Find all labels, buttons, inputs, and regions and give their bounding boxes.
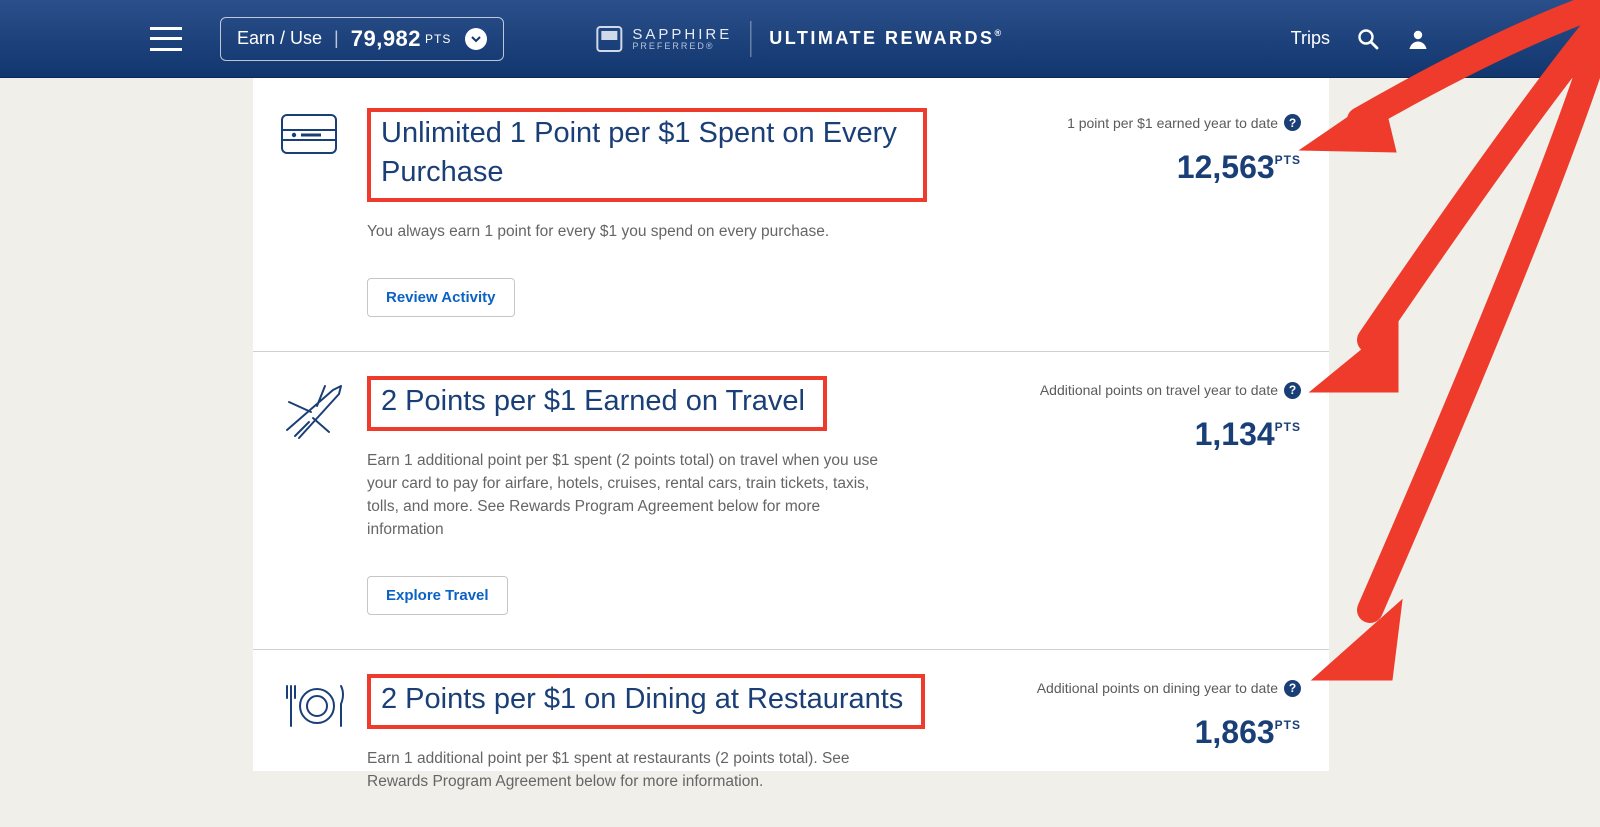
brand-block: SAPPHIRE PREFERRED® ULTIMATE REWARDS®	[596, 21, 1003, 57]
section-title: Unlimited 1 Point per $1 Spent on Every …	[367, 108, 927, 202]
points-amount: 79,982	[351, 26, 421, 52]
help-icon[interactable]: ?	[1284, 382, 1301, 399]
ytd-label: Additional points on dining year to date…	[1037, 680, 1301, 697]
airplane-icon	[281, 376, 367, 615]
points-unit: PTS	[425, 32, 451, 46]
separator: |	[334, 28, 339, 49]
rewards-panel: Unlimited 1 Point per $1 Spent on Every …	[253, 78, 1329, 771]
trips-link[interactable]: Trips	[1291, 28, 1330, 49]
brand-line2: PREFERRED®	[632, 42, 732, 51]
ytd-points: 12,563PTS	[991, 149, 1301, 186]
ytd-points: 1,134PTS	[991, 416, 1301, 453]
explore-travel-button[interactable]: Explore Travel	[367, 576, 508, 615]
ytd-label: 1 point per $1 earned year to date ?	[1067, 114, 1301, 131]
section-travel: 2 Points per $1 Earned on Travel Earn 1 …	[253, 352, 1329, 650]
section-desc: You always earn 1 point for every $1 you…	[367, 220, 887, 243]
dining-icon	[281, 674, 367, 794]
search-icon[interactable]	[1356, 27, 1380, 51]
section-title: 2 Points per $1 Earned on Travel	[367, 376, 827, 431]
brand-line1: SAPPHIRE	[632, 27, 732, 42]
points-dropdown[interactable]: Earn / Use | 79,982 PTS	[220, 17, 504, 61]
section-desc: Earn 1 additional point per $1 spent at …	[367, 747, 887, 794]
header-bar: Earn / Use | 79,982 PTS SAPPHIRE PREFERR…	[0, 0, 1600, 78]
logo-mark-icon	[596, 26, 622, 52]
chevron-down-icon	[465, 28, 487, 50]
review-activity-button[interactable]: Review Activity	[367, 278, 515, 317]
program-name: ULTIMATE REWARDS®	[769, 28, 1003, 49]
section-every-purchase: Unlimited 1 Point per $1 Spent on Every …	[253, 78, 1329, 352]
profile-icon[interactable]	[1406, 27, 1430, 51]
brand-divider	[750, 21, 751, 57]
ytd-points: 1,863PTS	[991, 714, 1301, 751]
section-title: 2 Points per $1 on Dining at Restaurants	[367, 674, 925, 729]
section-dining: 2 Points per $1 on Dining at Restaurants…	[253, 650, 1329, 827]
sapphire-logo: SAPPHIRE PREFERRED®	[596, 26, 732, 52]
help-icon[interactable]: ?	[1284, 680, 1301, 697]
earn-use-label: Earn / Use	[237, 28, 322, 49]
section-desc: Earn 1 additional point per $1 spent (2 …	[367, 449, 887, 542]
help-icon[interactable]: ?	[1284, 114, 1301, 131]
ytd-label: Additional points on travel year to date…	[1040, 382, 1301, 399]
credit-card-icon	[281, 108, 367, 317]
header-right: Trips	[1291, 27, 1430, 51]
menu-icon[interactable]	[150, 27, 182, 51]
